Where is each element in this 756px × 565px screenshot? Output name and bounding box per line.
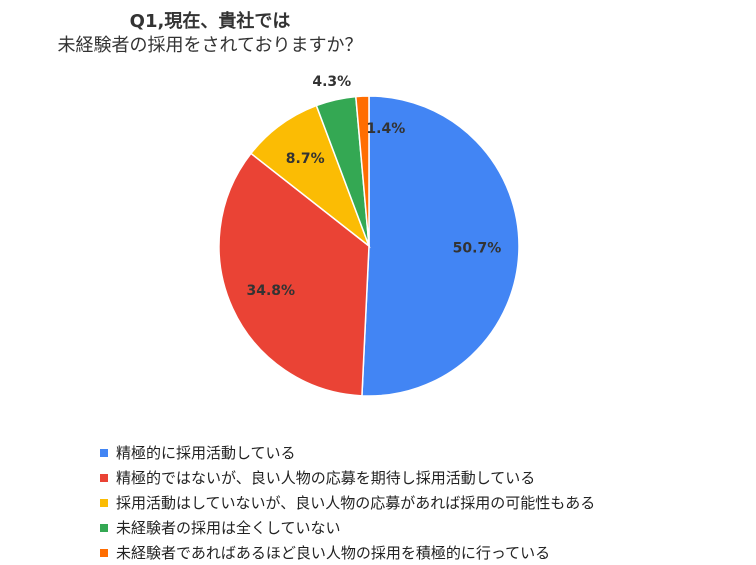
pie-slice [354, 95, 370, 247]
slice-value-label: 50.7% [453, 241, 502, 257]
chart-title: Q1,現在、貴社では [129, 11, 291, 32]
slice-value-label: 34.8% [247, 283, 296, 299]
pie-slice [218, 152, 370, 397]
legend-label: 未経験者であればあるほど良い人物の採用を積極的に行っている [116, 544, 551, 562]
pie-slice [361, 95, 520, 397]
slice-value-label: 8.7% [286, 151, 325, 167]
legend-label: 精極的に採用活動している [116, 444, 296, 462]
legend-item: 精極的ではないが、良い人物の応募を期待し採用活動している [100, 465, 595, 490]
legend-swatch [100, 473, 108, 482]
legend-label: 採用活動はしていないが、良い人物の応募があれば採用の可能性もある [116, 494, 596, 512]
legend-item: 精極的に採用活動している [100, 440, 595, 465]
pie-slice [249, 104, 371, 249]
legend-item: 未経験者の採用は全くしていない [100, 515, 595, 540]
legend-item: 採用活動はしていないが、良い人物の応募があれば採用の可能性もある [100, 490, 595, 515]
legend-label: 未経験者の採用は全くしていない [116, 519, 341, 537]
chart-subtitle: 未経験者の採用をされておりますか？ [57, 35, 363, 56]
legend-swatch [100, 448, 108, 457]
chart-title-block: Q1,現在、貴社では 未経験者の採用をされておりますか？ [0, 10, 420, 58]
legend-swatch [100, 548, 108, 557]
legend: 精極的に採用活動している 精極的ではないが、良い人物の応募を期待し採用活動してい… [100, 440, 595, 565]
legend-label: 精極的ではないが、良い人物の応募を期待し採用活動している [116, 469, 536, 487]
legend-item: 未経験者であればあるほど良い人物の採用を積極的に行っている [100, 540, 595, 565]
legend-swatch [100, 523, 108, 532]
legend-swatch [100, 498, 108, 507]
slice-value-label: 1.4% [366, 121, 405, 137]
slice-value-label: 4.3% [312, 74, 351, 90]
